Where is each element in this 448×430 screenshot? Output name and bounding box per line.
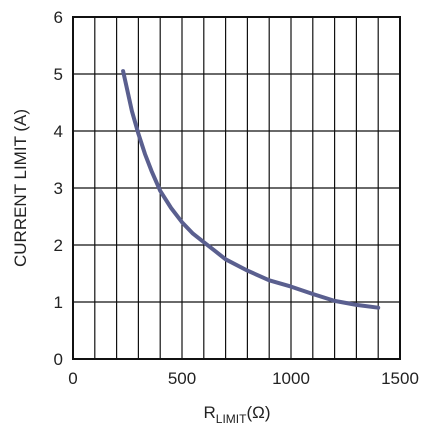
plot-border xyxy=(72,16,401,360)
x-tick-label: 1500 xyxy=(381,369,419,388)
y-tick-label: 6 xyxy=(54,8,63,27)
series-line xyxy=(121,69,381,310)
x-axis-title: RLIMIT(Ω) xyxy=(204,403,271,426)
y-axis-title: CURRENT LIMIT (A) xyxy=(11,109,30,267)
y-tick-labels: 0 1 2 3 4 5 6 xyxy=(54,8,63,369)
series-layer xyxy=(121,69,381,310)
y-tick-label: 1 xyxy=(54,293,63,312)
x-tick-label: 1000 xyxy=(272,369,310,388)
grid xyxy=(73,17,400,359)
y-tick-label: 4 xyxy=(54,122,63,141)
y-tick-label: 0 xyxy=(54,350,63,369)
x-tick-label: 0 xyxy=(68,369,77,388)
x-tick-labels: 0 500 1000 1500 xyxy=(68,369,419,388)
y-tick-label: 2 xyxy=(54,236,63,255)
y-tick-label: 3 xyxy=(54,179,63,198)
x-axis-title-main: R xyxy=(204,403,216,422)
y-tick-label: 5 xyxy=(54,65,63,84)
x-tick-label: 500 xyxy=(168,369,196,388)
x-axis-title-unit: (Ω) xyxy=(246,403,270,422)
x-axis-title-subscript: LIMIT xyxy=(216,412,247,426)
plot-frame xyxy=(72,16,401,360)
